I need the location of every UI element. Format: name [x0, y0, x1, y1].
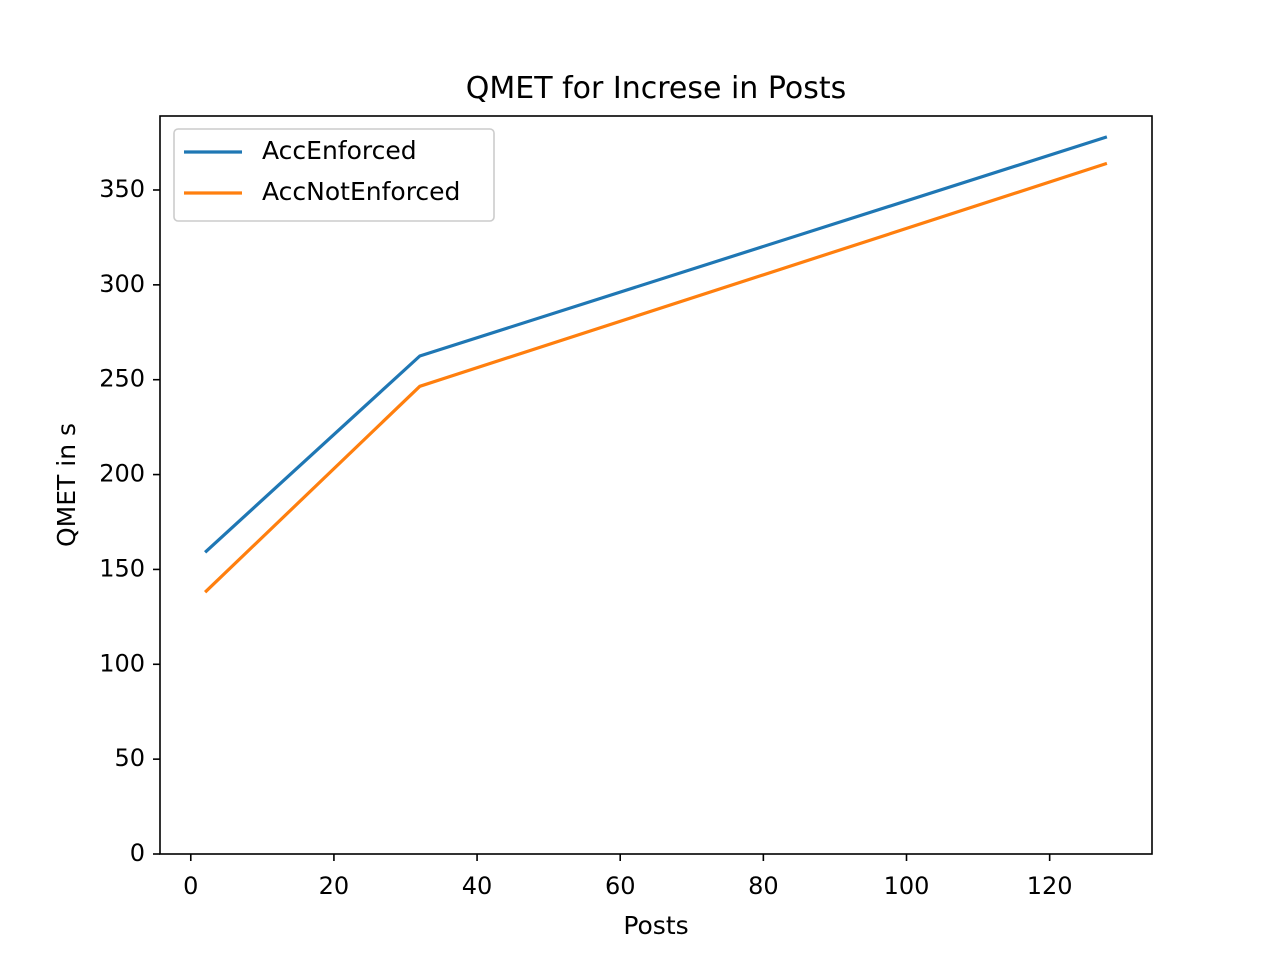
legend-box: [173, 128, 495, 222]
y-tick-label: 150: [99, 554, 145, 582]
series-line-1: [204, 135, 1108, 554]
y-tick-label: 0: [130, 839, 145, 867]
y-tick-label: 100: [99, 649, 145, 677]
y-axis-label: QMET in s: [52, 423, 81, 547]
series-layer: [203, 135, 1108, 594]
x-tick-label: 40: [462, 872, 493, 900]
x-tick-label: 0: [183, 872, 198, 900]
y-tick-label: 250: [99, 365, 145, 393]
legend: AccEnforced AccNotEnforced: [173, 128, 495, 222]
legend-label: AccNotEnforced: [262, 177, 460, 206]
legend-label: AccEnforced: [262, 136, 417, 165]
x-tick-label: 60: [605, 872, 636, 900]
plot-frame: [159, 115, 1153, 855]
x-tick-label: 100: [884, 872, 930, 900]
x-tick-label: 120: [1027, 872, 1073, 900]
y-tick-label: 200: [99, 460, 145, 488]
x-tick-label: 20: [319, 872, 350, 900]
y-tick-label: 300: [99, 270, 145, 298]
y-axis-ticks: 0 50 100 150 200 250 300 350: [99, 175, 160, 867]
x-axis-ticks: 0 20 40 60 80 100 120: [183, 854, 1073, 900]
y-tick-label: 350: [99, 175, 145, 203]
x-axis-label: Posts: [623, 911, 688, 940]
series-line-2: [203, 161, 1108, 594]
x-tick-label: 80: [748, 872, 779, 900]
chart-title: QMET for Increse in Posts: [466, 71, 847, 106]
y-tick-label: 50: [114, 744, 145, 772]
